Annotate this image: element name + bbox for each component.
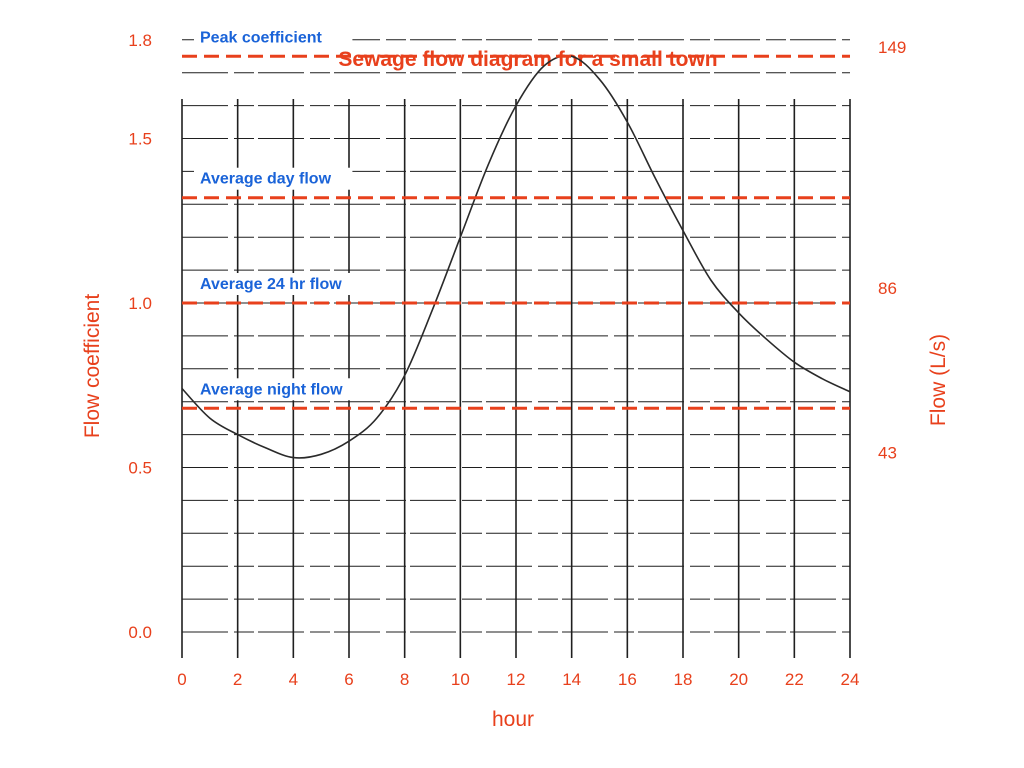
reference-label: Average 24 hr flow	[200, 276, 342, 293]
grid	[181, 39, 851, 658]
reference-label: Average day flow	[200, 171, 332, 188]
reference-label: Peak coefficient	[200, 29, 323, 46]
y-tick-label: 1.0	[128, 294, 152, 313]
y-tick-label: 0.0	[128, 623, 152, 642]
x-axis-ticks: 0 2 4 6 8 10 12 14 16 18 20 22 24	[177, 670, 859, 689]
y2-tick-label: 149	[878, 38, 906, 57]
y-tick-label: 1.5	[128, 130, 152, 149]
y-tick-label: 1.8	[128, 31, 152, 50]
x-tick-label: 4	[289, 670, 298, 689]
y2-tick-label: 43	[878, 444, 897, 463]
x-tick-label: 18	[674, 670, 693, 689]
x-tick-label: 22	[785, 670, 804, 689]
x-tick-label: 8	[400, 670, 409, 689]
reference-label-backdrop	[194, 378, 372, 401]
reference-label: Average night flow	[200, 381, 343, 398]
x-tick-label: 6	[344, 670, 353, 689]
x-tick-label: 14	[562, 670, 581, 689]
y2-tick-label: 86	[878, 279, 897, 298]
reference-label-backdrop	[194, 167, 353, 190]
reference-lines: Peak coefficient Average day flow Average …	[182, 26, 850, 410]
reference-label-backdrop	[194, 273, 372, 295]
chart-title: Sewage flow diagram for a small town	[338, 48, 717, 71]
flow-curve	[181, 54, 851, 459]
x-tick-label: 12	[507, 670, 526, 689]
reference-label-backdrop	[194, 26, 353, 49]
x-tick-label: 20	[729, 670, 748, 689]
y-tick-label: 0.5	[128, 459, 152, 478]
x-tick-label: 10	[451, 670, 470, 689]
y2-axis-label: Flow (L/s)	[927, 334, 950, 426]
x-tick-label: 16	[618, 670, 637, 689]
x-tick-label: 2	[233, 670, 242, 689]
x-tick-label: 24	[841, 670, 860, 689]
y-axis-label: Flow coefficient	[81, 294, 104, 439]
x-tick-label: 0	[177, 670, 186, 689]
x-axis-label: hour	[492, 708, 534, 731]
flow-curve-layer	[181, 54, 851, 459]
y2-axis-ticks: 43 86 149	[878, 38, 906, 463]
y-axis-ticks: 0.0 0.5 1.0 1.5 1.8	[128, 31, 152, 642]
